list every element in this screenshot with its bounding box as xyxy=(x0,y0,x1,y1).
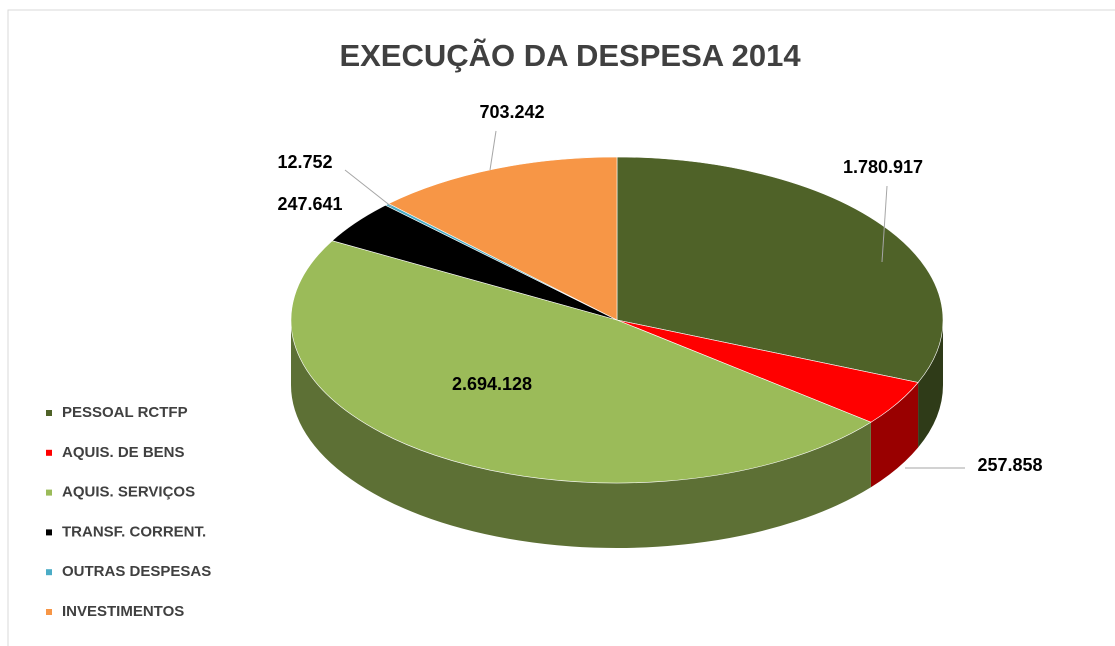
slice xyxy=(290,240,872,484)
legend-label: INVESTIMENTOS xyxy=(62,603,184,620)
slice-side xyxy=(291,320,871,548)
leader-line xyxy=(881,185,888,263)
slice xyxy=(616,156,944,383)
data-label: 2.694.128 xyxy=(452,374,532,394)
data-label: 703.242 xyxy=(479,102,544,122)
legend-marker xyxy=(46,529,52,536)
legend-label: PESSOAL RCTFP xyxy=(62,404,188,421)
legend-label: AQUIS. SERVIÇOS xyxy=(62,484,195,501)
legend-label: AQUIS. DE BENS xyxy=(62,444,185,461)
legend-marker xyxy=(46,569,52,576)
legend-marker xyxy=(46,410,52,416)
chart-title: EXECUÇÃO DA DESPESA 2014 xyxy=(339,38,801,73)
data-label: 1.780.917 xyxy=(843,157,923,177)
slice xyxy=(388,156,618,321)
data-label: 12.752 xyxy=(277,152,332,172)
data-label: 247.641 xyxy=(277,194,342,214)
legend-marker xyxy=(46,449,52,456)
legend-marker xyxy=(46,489,52,496)
legend-marker xyxy=(46,609,52,615)
legend-label: TRANSF. CORRENT. xyxy=(62,523,206,540)
legend-label: OUTRAS DESPESAS xyxy=(62,563,211,580)
data-label: 257.858 xyxy=(977,455,1042,475)
slice-side xyxy=(870,382,919,488)
leader-line xyxy=(344,169,393,208)
leader-line xyxy=(489,130,497,171)
